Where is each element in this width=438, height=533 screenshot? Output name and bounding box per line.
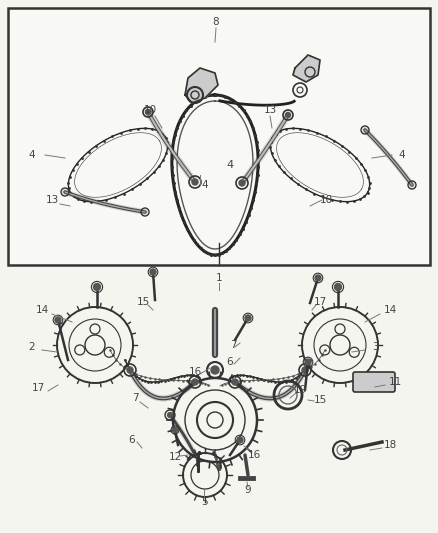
Circle shape <box>335 284 342 290</box>
Circle shape <box>55 317 61 323</box>
Circle shape <box>127 367 133 373</box>
Text: 18: 18 <box>383 440 397 450</box>
Circle shape <box>237 437 243 443</box>
Circle shape <box>239 180 245 186</box>
Text: 16: 16 <box>188 367 201 377</box>
Circle shape <box>93 284 100 290</box>
Circle shape <box>192 379 198 385</box>
FancyBboxPatch shape <box>353 372 395 392</box>
Circle shape <box>173 427 177 432</box>
Text: 11: 11 <box>389 377 402 387</box>
Text: 6: 6 <box>227 357 233 367</box>
Circle shape <box>167 413 173 417</box>
Text: 15: 15 <box>136 297 150 307</box>
Text: 8: 8 <box>213 17 219 27</box>
Text: 13: 13 <box>46 195 59 205</box>
Circle shape <box>315 275 321 281</box>
Text: 14: 14 <box>383 305 397 315</box>
Text: 10: 10 <box>319 195 332 205</box>
Text: 9: 9 <box>245 485 251 495</box>
Text: 4: 4 <box>28 150 35 160</box>
Circle shape <box>305 359 311 365</box>
Text: 10: 10 <box>143 105 156 115</box>
Text: 15: 15 <box>313 395 327 405</box>
Text: 6: 6 <box>129 435 135 445</box>
Circle shape <box>145 109 151 115</box>
Circle shape <box>302 367 308 373</box>
Circle shape <box>286 112 290 117</box>
Polygon shape <box>293 55 320 82</box>
Text: 7: 7 <box>230 340 237 350</box>
Text: 4: 4 <box>201 180 208 190</box>
Text: 16: 16 <box>247 450 261 460</box>
Bar <box>8 8 430 265</box>
Text: 14: 14 <box>35 305 49 315</box>
Text: 12: 12 <box>168 452 182 462</box>
Text: 13: 13 <box>263 105 277 115</box>
Text: 4: 4 <box>399 150 405 160</box>
Text: 1: 1 <box>215 273 223 283</box>
Text: 7: 7 <box>132 393 138 403</box>
Circle shape <box>192 179 198 185</box>
Text: 17: 17 <box>32 383 45 393</box>
Text: 5: 5 <box>201 497 207 507</box>
Circle shape <box>232 379 238 385</box>
Circle shape <box>211 366 219 374</box>
Polygon shape <box>185 68 218 103</box>
Text: 17: 17 <box>313 297 327 307</box>
Text: 19: 19 <box>293 385 307 395</box>
Text: 3: 3 <box>372 342 378 352</box>
Text: 4: 4 <box>226 160 233 170</box>
Circle shape <box>150 269 156 275</box>
Text: 2: 2 <box>28 342 35 352</box>
Circle shape <box>245 315 251 321</box>
